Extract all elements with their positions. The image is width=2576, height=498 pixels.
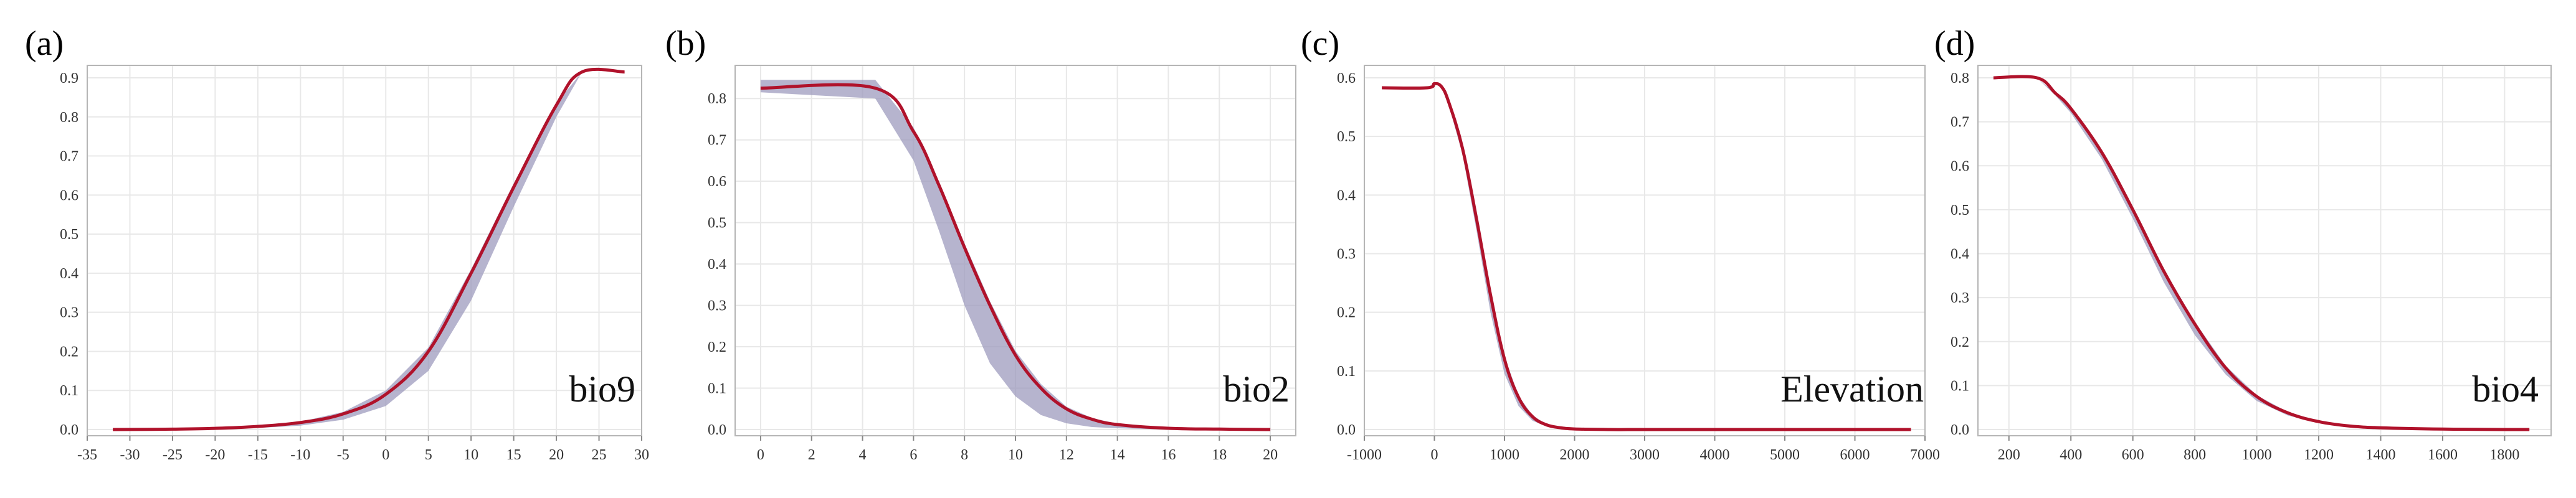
x-tick-label: 20: [549, 447, 564, 463]
x-tick-label: 2: [808, 447, 815, 463]
y-tick-label: 0.0: [1337, 422, 1356, 438]
y-tick-label: 0.2: [60, 344, 78, 360]
y-tick-label: 0.3: [60, 305, 78, 321]
chart-panel-c: -1000 0 1000 2000 3000 4000 5000 6000 7000 0.0 0.1…: [1301, 24, 1940, 463]
x-tick-label: 0: [757, 447, 764, 463]
x-tick-label: 800: [2184, 447, 2206, 463]
y-tick-label: 0.0: [60, 422, 78, 438]
y-tick-label: 0.5: [60, 227, 78, 243]
y-tick-label: 0.4: [708, 256, 726, 273]
x-tick-label: -15: [248, 447, 268, 463]
panel-label: (b): [665, 24, 706, 63]
x-tick-label: 20: [1263, 447, 1278, 463]
y-tick-label: 0.3: [708, 298, 726, 314]
x-tick-label: -10: [290, 447, 310, 463]
x-tick-label: 1000: [1490, 447, 1519, 463]
y-tick-label: 0.7: [1951, 115, 1969, 131]
variable-label: bio2: [1223, 369, 1290, 410]
panel-label: (a): [25, 24, 64, 63]
variable-label: bio4: [2472, 369, 2539, 410]
y-tick-label: 0.7: [708, 133, 726, 149]
response-curve-d: [1993, 75, 2530, 431]
x-tick-label: 5000: [1770, 447, 1800, 463]
x-tick-label: 6: [910, 447, 917, 463]
chart-panel-d: 200 400 600 800 1000 1200 1400 1600 1800 0.0 0.1 0.…: [1934, 24, 2552, 463]
x-tick-label: 200: [1998, 447, 2020, 463]
x-tick-label: 10: [1008, 447, 1023, 463]
x-tick-label: 1400: [2365, 447, 2395, 463]
x-tick-label: 4000: [1700, 447, 1730, 463]
y-tick-label: 0.1: [708, 381, 726, 397]
y-tick-label: 0.1: [1337, 364, 1356, 380]
y-tick-label: 0.3: [1951, 290, 1969, 306]
response-curve-c: [1382, 82, 1911, 431]
x-tick-label: -35: [77, 447, 97, 463]
response-curve-b: [760, 83, 1271, 431]
x-tick-label: 30: [634, 447, 649, 463]
x-tick-label: 1800: [2489, 447, 2519, 463]
y-tick-label: 0.6: [60, 187, 78, 204]
axis-frame-d: [1977, 65, 2552, 436]
x-tick-label: 14: [1110, 447, 1125, 463]
x-tick-label: 3000: [1630, 447, 1660, 463]
y-tick-label: 0.6: [1337, 70, 1356, 87]
variable-label: Elevation: [1780, 369, 1924, 410]
y-tick-label: 0.7: [60, 149, 78, 165]
y-tick-label: 0.9: [60, 70, 78, 87]
y-tick-label: 0.0: [708, 422, 726, 438]
panel-label: (d): [1934, 24, 1975, 63]
x-tick-label: 7000: [1910, 447, 1940, 463]
y-tick-label: 0.5: [708, 215, 726, 232]
x-tick-label: 600: [2122, 447, 2144, 463]
x-tick-label: 1600: [2428, 447, 2458, 463]
y-tick-label: 0.1: [60, 383, 78, 399]
y-tick-label: 0.0: [1951, 422, 1969, 438]
x-tick-label: -25: [163, 447, 183, 463]
chart-panel-a: -35 -30 -25 -20 -15 -10 -5 0 5 10 15 20 25 30 0.0 0.1 0.…: [25, 24, 649, 463]
x-tick-label: 25: [592, 447, 607, 463]
x-tick-label: 4: [859, 447, 867, 463]
y-tick-label: 0.6: [1951, 158, 1969, 174]
x-tick-label: 18: [1212, 447, 1227, 463]
x-tick-label: 6000: [1840, 447, 1870, 463]
y-tick-label: 0.1: [1951, 378, 1969, 394]
x-tick-label: -20: [205, 447, 225, 463]
x-tick-label: 1200: [2304, 447, 2334, 463]
axis-frame-a: [87, 65, 642, 436]
x-tick-label: 10: [463, 447, 478, 463]
x-tick-label: 16: [1161, 447, 1176, 463]
chart-panel-b: 0 2 4 6 8 10 12 14 16 18 20 0.0 0.1 0.2 0.3 0.4 0.5 0.6 0.…: [665, 24, 1296, 463]
panel-label: (c): [1301, 24, 1339, 63]
y-tick-label: 0.4: [1337, 187, 1356, 204]
x-tick-label: 0: [1431, 447, 1438, 463]
y-tick-label: 0.6: [708, 174, 726, 190]
y-tick-label: 0.4: [1951, 247, 1969, 263]
x-tick-label: 8: [961, 447, 968, 463]
x-tick-label: 15: [506, 447, 521, 463]
x-tick-label: -1000: [1347, 447, 1382, 463]
confidence-band-a: [113, 72, 625, 430]
y-tick-label: 0.2: [1337, 305, 1356, 321]
y-tick-label: 0.5: [1951, 202, 1969, 218]
y-tick-label: 0.8: [60, 110, 78, 126]
y-tick-label: 0.4: [60, 266, 78, 282]
x-tick-label: -30: [120, 447, 140, 463]
x-tick-label: 0: [382, 447, 389, 463]
y-tick-label: 0.5: [1337, 129, 1356, 145]
x-tick-label: 5: [425, 447, 432, 463]
y-tick-label: 0.2: [708, 339, 726, 355]
y-tick-label: 0.3: [1337, 247, 1356, 263]
x-tick-label: 400: [2060, 447, 2082, 463]
y-tick-label: 0.2: [1951, 334, 1969, 350]
y-tick-label: 0.8: [708, 91, 726, 107]
x-tick-label: -5: [337, 447, 349, 463]
response-curve-a: [113, 67, 625, 431]
x-tick-label: 12: [1059, 447, 1074, 463]
variable-label: bio9: [569, 369, 635, 410]
confidence-band-b: [760, 80, 1271, 430]
x-tick-label: 2000: [1560, 447, 1590, 463]
x-tick-label: 1000: [2242, 447, 2272, 463]
y-tick-label: 0.8: [1951, 70, 1969, 87]
